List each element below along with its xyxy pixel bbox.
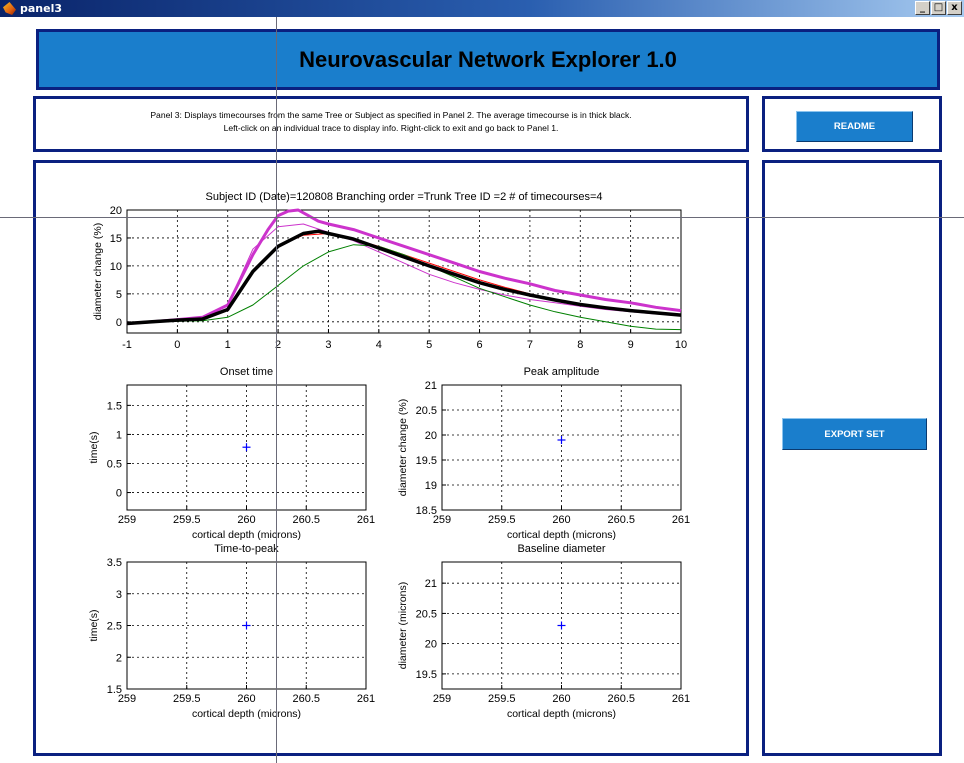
y-tick-label: 21: [425, 380, 437, 392]
x-axis-label: cortical depth (microns): [192, 708, 301, 720]
x-tick-label: 9: [628, 339, 634, 351]
y-tick-label: 3: [116, 589, 122, 601]
x-tick-label: 260.5: [607, 514, 635, 526]
y-tick-label: 2: [116, 652, 122, 664]
x-tick-label: 261: [357, 693, 375, 705]
y-axis-label: time(s): [88, 431, 100, 463]
x-tick-label: 4: [376, 339, 382, 351]
window-titlebar: panel3 _ □ x: [0, 0, 964, 17]
series-line-1: [126, 208, 682, 325]
x-tick-label: 7: [527, 339, 533, 351]
x-tick-label: 261: [672, 693, 690, 705]
readme-button[interactable]: README: [796, 111, 913, 142]
y-axis-label: diameter change (%): [397, 399, 409, 496]
x-axis-label: cortical depth (microns): [192, 529, 301, 541]
y-tick-label: 21: [425, 578, 437, 590]
y-axis-label: time(s): [88, 609, 100, 641]
x-axis-label: cortical depth (microns): [507, 529, 616, 541]
y-tick-label: 20: [425, 430, 437, 442]
export-set-button[interactable]: EXPORT SET: [782, 418, 927, 450]
chart-title: Subject ID (Date)=120808 Branching order…: [205, 191, 602, 203]
x-tick-label: 260.5: [292, 514, 320, 526]
x-tick-label: 259.5: [173, 514, 201, 526]
x-tick-label: 259.5: [488, 693, 516, 705]
x-tick-label: 5: [426, 339, 432, 351]
info-line-1: Panel 3: Displays timecourses from the s…: [150, 110, 632, 120]
y-tick-label: 19.5: [416, 669, 437, 681]
x-tick-label: 10: [675, 339, 687, 351]
close-button[interactable]: x: [947, 1, 962, 15]
x-tick-label: 259: [118, 514, 136, 526]
y-tick-label: 1: [116, 429, 122, 441]
y-tick-label: 0: [116, 317, 122, 329]
x-tick-label: 259: [118, 693, 136, 705]
info-text: Panel 3: Displays timecourses from the s…: [36, 109, 746, 135]
y-tick-label: 2.5: [107, 621, 122, 633]
y-tick-label: 19.5: [416, 455, 437, 467]
info-panel: Panel 3: Displays timecourses from the s…: [33, 96, 749, 152]
x-tick-label: 260: [237, 514, 255, 526]
x-tick-label: 2: [275, 339, 281, 351]
series-line-4: [126, 244, 682, 331]
x-tick-label: -1: [122, 339, 132, 351]
x-axis-label: cortical depth (microns): [507, 708, 616, 720]
x-tick-label: 259.5: [173, 693, 201, 705]
x-tick-label: 1: [225, 339, 231, 351]
crosshair-horizontal: [0, 217, 964, 218]
x-tick-label: 3: [325, 339, 331, 351]
y-tick-label: 1.5: [107, 400, 122, 412]
minimize-button[interactable]: _: [915, 1, 930, 15]
y-tick-label: 20.5: [416, 405, 437, 417]
app-title: Neurovascular Network Explorer 1.0: [299, 46, 677, 72]
x-tick-label: 0: [174, 339, 180, 351]
x-tick-label: 261: [672, 514, 690, 526]
x-tick-label: 8: [577, 339, 583, 351]
y-tick-label: 20: [110, 205, 122, 217]
header-banner: Neurovascular Network Explorer 1.0: [36, 29, 940, 90]
y-axis-label: diameter (microns): [397, 582, 409, 670]
window-title: panel3: [20, 2, 63, 15]
x-tick-label: 260: [237, 693, 255, 705]
y-tick-label: 20.5: [416, 608, 437, 620]
series-line-5: [126, 229, 682, 326]
maximize-button[interactable]: □: [931, 1, 946, 15]
chart-title: Baseline diameter: [517, 543, 605, 555]
x-tick-label: 260: [552, 693, 570, 705]
x-tick-label: 260: [552, 514, 570, 526]
y-tick-label: 3.5: [107, 557, 122, 569]
x-tick-label: 259.5: [488, 514, 516, 526]
chart-title: Onset time: [220, 366, 273, 378]
y-tick-label: 0: [116, 488, 122, 500]
x-tick-label: 260.5: [607, 693, 635, 705]
export-panel: [762, 160, 942, 756]
y-tick-label: 10: [110, 261, 122, 273]
x-tick-label: 6: [476, 339, 482, 351]
y-tick-label: 20: [425, 639, 437, 651]
x-tick-label: 260.5: [292, 693, 320, 705]
y-tick-label: 15: [110, 233, 122, 245]
y-tick-label: 19: [425, 480, 437, 492]
x-tick-label: 261: [357, 514, 375, 526]
x-tick-label: 259: [433, 693, 451, 705]
y-tick-label: 1.5: [107, 684, 122, 696]
y-tick-label: 5: [116, 289, 122, 301]
info-line-2: Left-click on an individual trace to dis…: [223, 123, 559, 133]
y-tick-label: 0.5: [107, 458, 122, 470]
chart-title: Peak amplitude: [524, 366, 600, 378]
y-axis-label: diameter change (%): [92, 223, 104, 320]
x-tick-label: 259: [433, 514, 451, 526]
crosshair-vertical: [276, 17, 277, 763]
y-tick-label: 18.5: [416, 505, 437, 517]
chart-title: Time-to-peak: [214, 543, 279, 555]
